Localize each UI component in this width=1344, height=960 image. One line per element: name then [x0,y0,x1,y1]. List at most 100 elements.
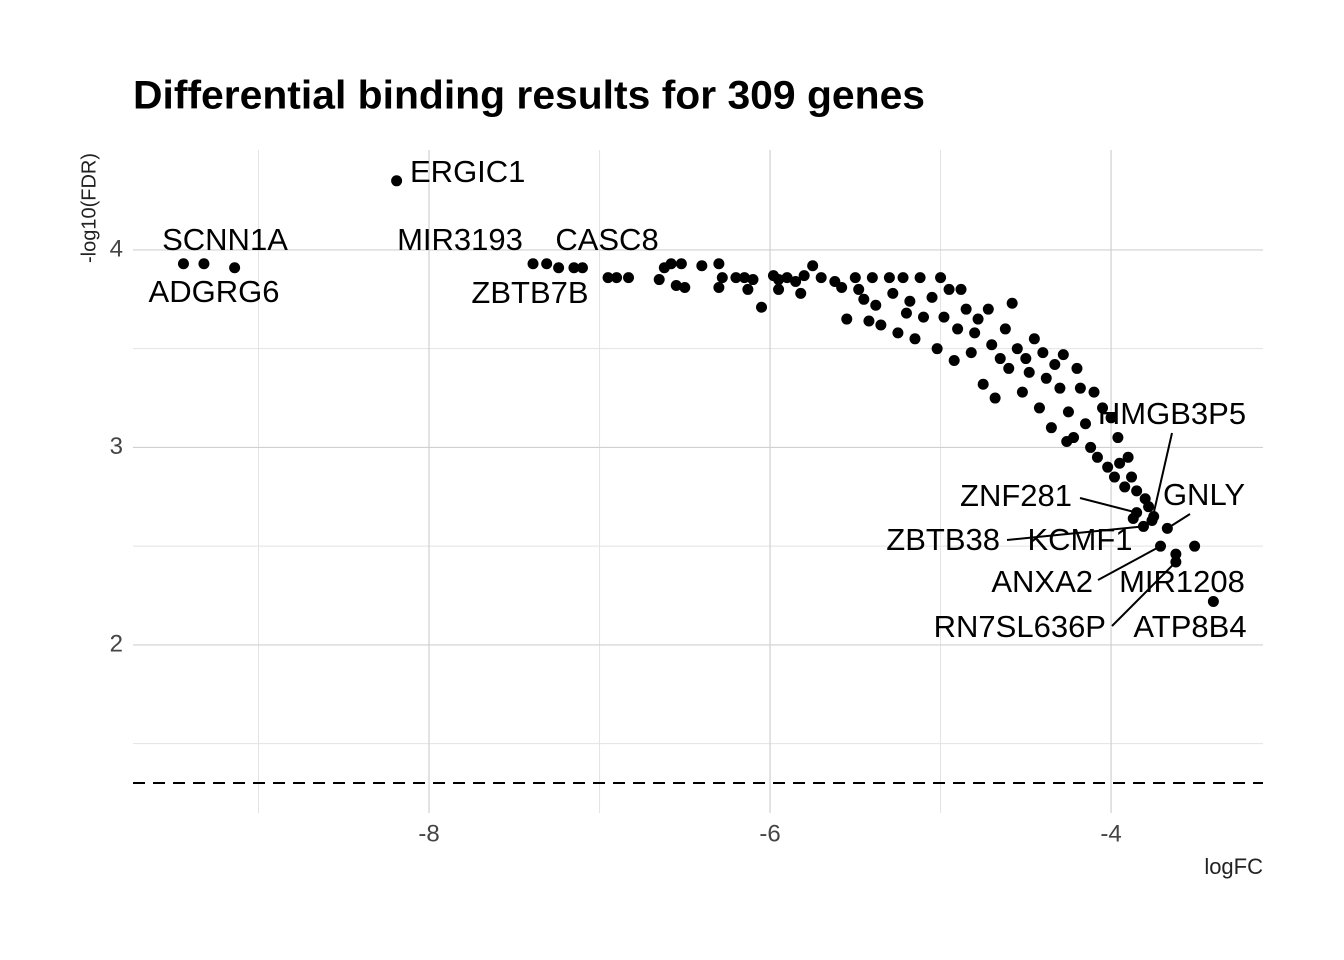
point [611,272,623,284]
point [858,293,870,305]
point [747,274,759,286]
point-label: ZBTB38 [886,522,1000,557]
point [716,272,728,284]
point-label: GNLY [1163,477,1245,512]
point [229,262,241,274]
point [1207,595,1219,607]
point [897,272,909,284]
point [1122,451,1134,463]
point [815,272,827,284]
point [1088,386,1100,398]
point [900,307,912,319]
point [1085,441,1097,453]
point [568,262,580,274]
point [931,343,943,355]
point-label: SCNN1A [162,222,288,257]
point [1003,362,1015,374]
point [713,258,725,270]
point [713,281,725,293]
point [1146,515,1158,527]
point [972,313,984,325]
point [866,272,878,284]
point [965,347,977,359]
leader-line [1006,525,1144,541]
y-tick-label: 4 [110,235,123,262]
point [863,315,875,327]
point [1016,386,1028,398]
point [602,272,614,284]
point-label: ADGRG6 [149,274,280,309]
leader-line [1111,561,1177,627]
point [1137,520,1149,532]
point [679,281,691,293]
point [665,258,677,270]
point [977,378,989,390]
point [1006,297,1018,309]
point [177,258,189,270]
point [1054,382,1066,394]
point [892,327,904,339]
leader-line [1097,545,1161,581]
leader-line [1151,432,1173,521]
point [883,272,895,284]
point [938,311,950,323]
point [527,258,539,270]
point [1045,422,1057,434]
y-tick-label: 2 [110,630,123,657]
point [781,272,793,284]
point [1131,485,1143,497]
point [1091,451,1103,463]
point-label: ZBTB7B [471,275,588,310]
point [989,392,1001,404]
point [926,291,938,303]
point-label: MIR1208 [1119,564,1245,599]
leader-line [1079,497,1137,514]
point [198,258,210,270]
point [1170,548,1182,560]
point [1143,501,1155,513]
point [1126,471,1138,483]
point [773,274,785,286]
point-label: HMGB3P5 [1098,396,1246,431]
point [541,258,553,270]
point [1023,366,1035,378]
point [807,260,819,272]
point-label: CASC8 [555,222,658,257]
point [1074,382,1086,394]
point [1155,540,1167,552]
point-label: RN7SL636P [934,609,1106,644]
point [960,303,972,315]
point [909,333,921,345]
point [914,272,926,284]
point [1037,347,1049,359]
point [1102,461,1114,473]
point [1011,343,1023,355]
point [1114,457,1126,469]
point [1112,432,1124,444]
point [841,313,853,325]
point [1170,556,1182,568]
point [943,283,955,295]
point [1040,372,1052,384]
point [836,281,848,293]
point [986,339,998,351]
point [1119,481,1131,493]
point [935,272,947,284]
point [790,276,802,288]
point [670,279,682,291]
point [1062,406,1074,418]
x-tick-label: -8 [418,820,439,847]
point [904,295,916,307]
point [696,260,708,272]
x-tick-label: -4 [1100,820,1121,847]
point [576,262,588,274]
point-label: MIR3193 [397,222,523,257]
point [1049,358,1061,370]
point [999,323,1011,335]
point [1057,349,1069,361]
point [391,175,403,187]
point [849,272,861,284]
point [1079,418,1091,430]
y-tick-label: 3 [110,433,123,460]
